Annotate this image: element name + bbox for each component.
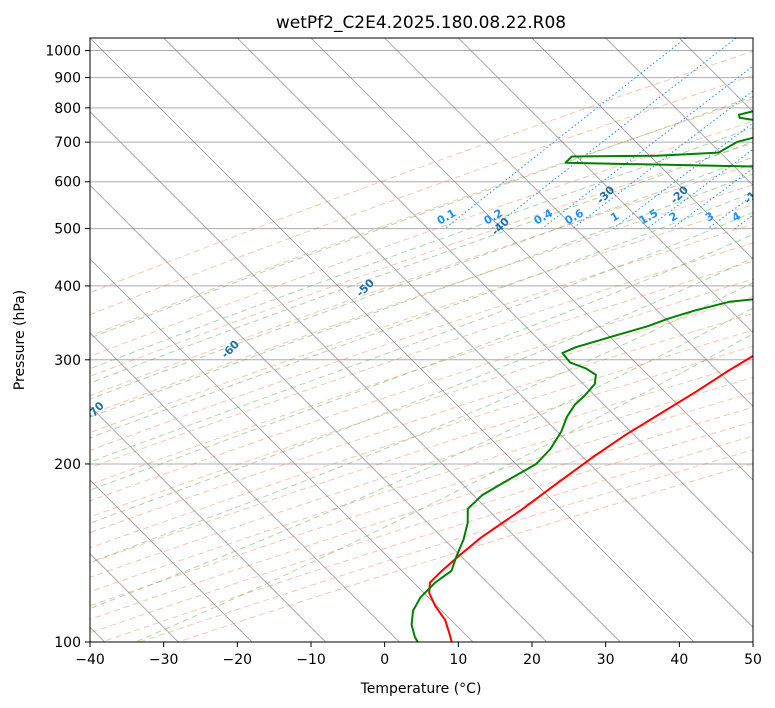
y-tick-label: 100: [54, 635, 81, 651]
y-tick-label: 300: [54, 353, 81, 369]
isotherm-line: [163, 38, 753, 628]
moist-adiabat: [90, 233, 753, 491]
isotherm-line: [90, 332, 400, 642]
dry-adiabat: [90, 98, 753, 337]
y-tick-label: 1000: [45, 44, 81, 60]
x-tick-label: 40: [670, 652, 688, 668]
isotherm-line: [90, 258, 474, 642]
x-tick-label: −20: [223, 652, 253, 668]
isotherm-line: [458, 38, 753, 334]
x-tick-label: 10: [449, 652, 467, 668]
dry-adiabat: [90, 50, 753, 294]
dry-adiabat: [90, 74, 753, 316]
dry-adiabat: [90, 329, 753, 549]
y-tick-label: 400: [54, 279, 81, 295]
chart-title: wetPf2_C2E4.2025.180.08.22.R08: [276, 13, 566, 33]
dry-adiabat: [90, 361, 753, 578]
dry-adiabat: [90, 242, 753, 469]
y-tick-label: 800: [54, 101, 81, 117]
plot-frame: [89, 37, 754, 643]
moist-adiabat: [90, 282, 753, 563]
y-tick-label: 200: [54, 457, 81, 473]
mixing-ratio-line: [541, 65, 753, 229]
mixing-ratio-line: [572, 90, 753, 229]
y-tick-label: 900: [54, 71, 81, 87]
temperature-line: [428, 354, 753, 642]
dry-adiabat: [90, 163, 753, 397]
moist-adiabat: [90, 95, 753, 339]
x-tick-label: −10: [296, 652, 326, 668]
isotherm-line: [237, 38, 753, 555]
y-tick-label: 500: [54, 222, 81, 238]
x-tick-label: −30: [149, 652, 179, 668]
moist-adiabat: [90, 127, 753, 370]
y-tick-label: 700: [54, 135, 81, 151]
isotherm-line: [90, 111, 621, 642]
x-tick-label: 50: [744, 652, 762, 668]
dry-adiabat: [90, 312, 753, 534]
dewpoint-line: [410, 110, 753, 642]
isotherm-label: -10: [741, 183, 764, 206]
x-tick-label: 0: [380, 652, 389, 668]
moist-adiabat: [135, 333, 753, 642]
isotherm-line: [531, 38, 753, 260]
x-tick-label: −40: [75, 652, 105, 668]
isotherm-line: [90, 479, 253, 642]
isotherm-line: [90, 405, 326, 642]
mixing-ratio-line: [671, 167, 753, 230]
moist-adiabat: [90, 156, 753, 400]
moist-adiabat: [90, 211, 753, 463]
x-axis-label: Temperature (°C): [360, 681, 482, 697]
dry-adiabat: [90, 278, 753, 502]
x-tick-label: 20: [523, 652, 541, 668]
isotherm-line: [384, 38, 753, 407]
dry-adiabat: [90, 142, 753, 377]
y-axis-label: Pressure (hPa): [12, 290, 28, 390]
moist-adiabat: [90, 257, 753, 524]
isotherm-line: [90, 184, 547, 642]
y-tick-label: 600: [54, 175, 81, 191]
isotherm-line: [310, 38, 753, 481]
isotherm-line: [90, 38, 695, 642]
isotherm-line: [605, 38, 753, 186]
dry-adiabat: [90, 223, 753, 451]
x-tick-label: 30: [597, 652, 615, 668]
dry-adiabat: [90, 184, 753, 415]
moist-adiabat: [90, 173, 753, 418]
